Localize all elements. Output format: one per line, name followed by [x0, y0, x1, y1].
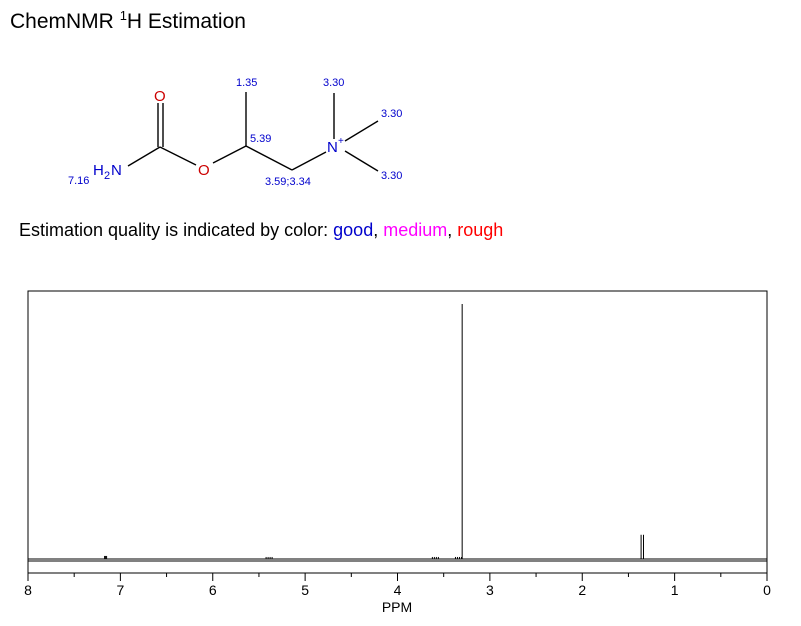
bond-o-ch [212, 145, 247, 164]
shift-label-ch: 5.39 [250, 133, 271, 145]
atom-ester-o: O [198, 162, 210, 179]
page-title: ChemNMR 1H Estimation [10, 8, 246, 34]
shift-labels: 7.16 1.35 5.39 3.59;3.34 3.30 3.30 3.30 [68, 77, 402, 188]
nmr-spectrum-chart: 8 7 6 5 4 3 2 1 0 PPM [24, 290, 771, 615]
atom-ammonium-n: N [327, 139, 338, 156]
tick-label: 2 [578, 582, 586, 598]
legend-intro: Estimation quality is indicated by color… [19, 220, 334, 240]
legend-medium: medium [383, 220, 448, 240]
bond-ch-ch2 [245, 145, 293, 171]
bond-n-me-right [344, 120, 379, 142]
bond-c-o-ester [159, 146, 197, 166]
legend-rough: rough [457, 220, 504, 240]
tick-label: 0 [763, 582, 771, 598]
bonds [127, 92, 379, 172]
atom-amine-sub: 2 [104, 170, 110, 182]
atom-carbonyl-o: O [154, 88, 166, 105]
shift-label-nme-bottom: 3.30 [381, 170, 402, 182]
shift-label-nme-right: 3.30 [381, 108, 402, 120]
shift-label-nme-top: 3.30 [323, 77, 344, 89]
tick-label: 1 [671, 582, 679, 598]
tick-label: 6 [209, 582, 217, 598]
atom-amine-h: H [93, 162, 104, 179]
plot-frame [27, 290, 768, 574]
shift-label-ch3: 1.35 [236, 77, 257, 89]
shift-label-nh2: 7.16 [68, 175, 89, 187]
bond-n-c [127, 146, 161, 167]
bond-ch2-n [291, 151, 327, 171]
tick-label: 3 [486, 582, 494, 598]
x-axis-label: PPM [382, 599, 412, 615]
title-superscript: 1 [119, 8, 127, 23]
shift-label-ch2: 3.59;3.34 [265, 176, 311, 188]
tick-label: 7 [116, 582, 124, 598]
atom-amine-n: N [111, 162, 122, 179]
tick-label: 8 [24, 582, 32, 598]
legend-good: good [333, 220, 374, 240]
legend-sep-1: , [373, 220, 384, 240]
legend-sep-2: , [447, 220, 458, 240]
molecule-structure: O O H 2 N N + 7.16 1.35 5.39 3.59;3.34 3… [68, 77, 402, 188]
x-axis-ticks: 8 7 6 5 4 3 2 1 0 [24, 573, 771, 598]
title-prefix: ChemNMR [10, 10, 120, 33]
title-suffix: H Estimation [126, 10, 246, 33]
atom-ammonium-charge: + [338, 136, 344, 147]
tick-label: 4 [394, 582, 402, 598]
quality-legend: Estimation quality is indicated by color… [19, 220, 503, 241]
tick-label: 5 [301, 582, 309, 598]
bond-n-me-bottom [344, 150, 379, 172]
spectrum-peaks [104, 304, 644, 559]
